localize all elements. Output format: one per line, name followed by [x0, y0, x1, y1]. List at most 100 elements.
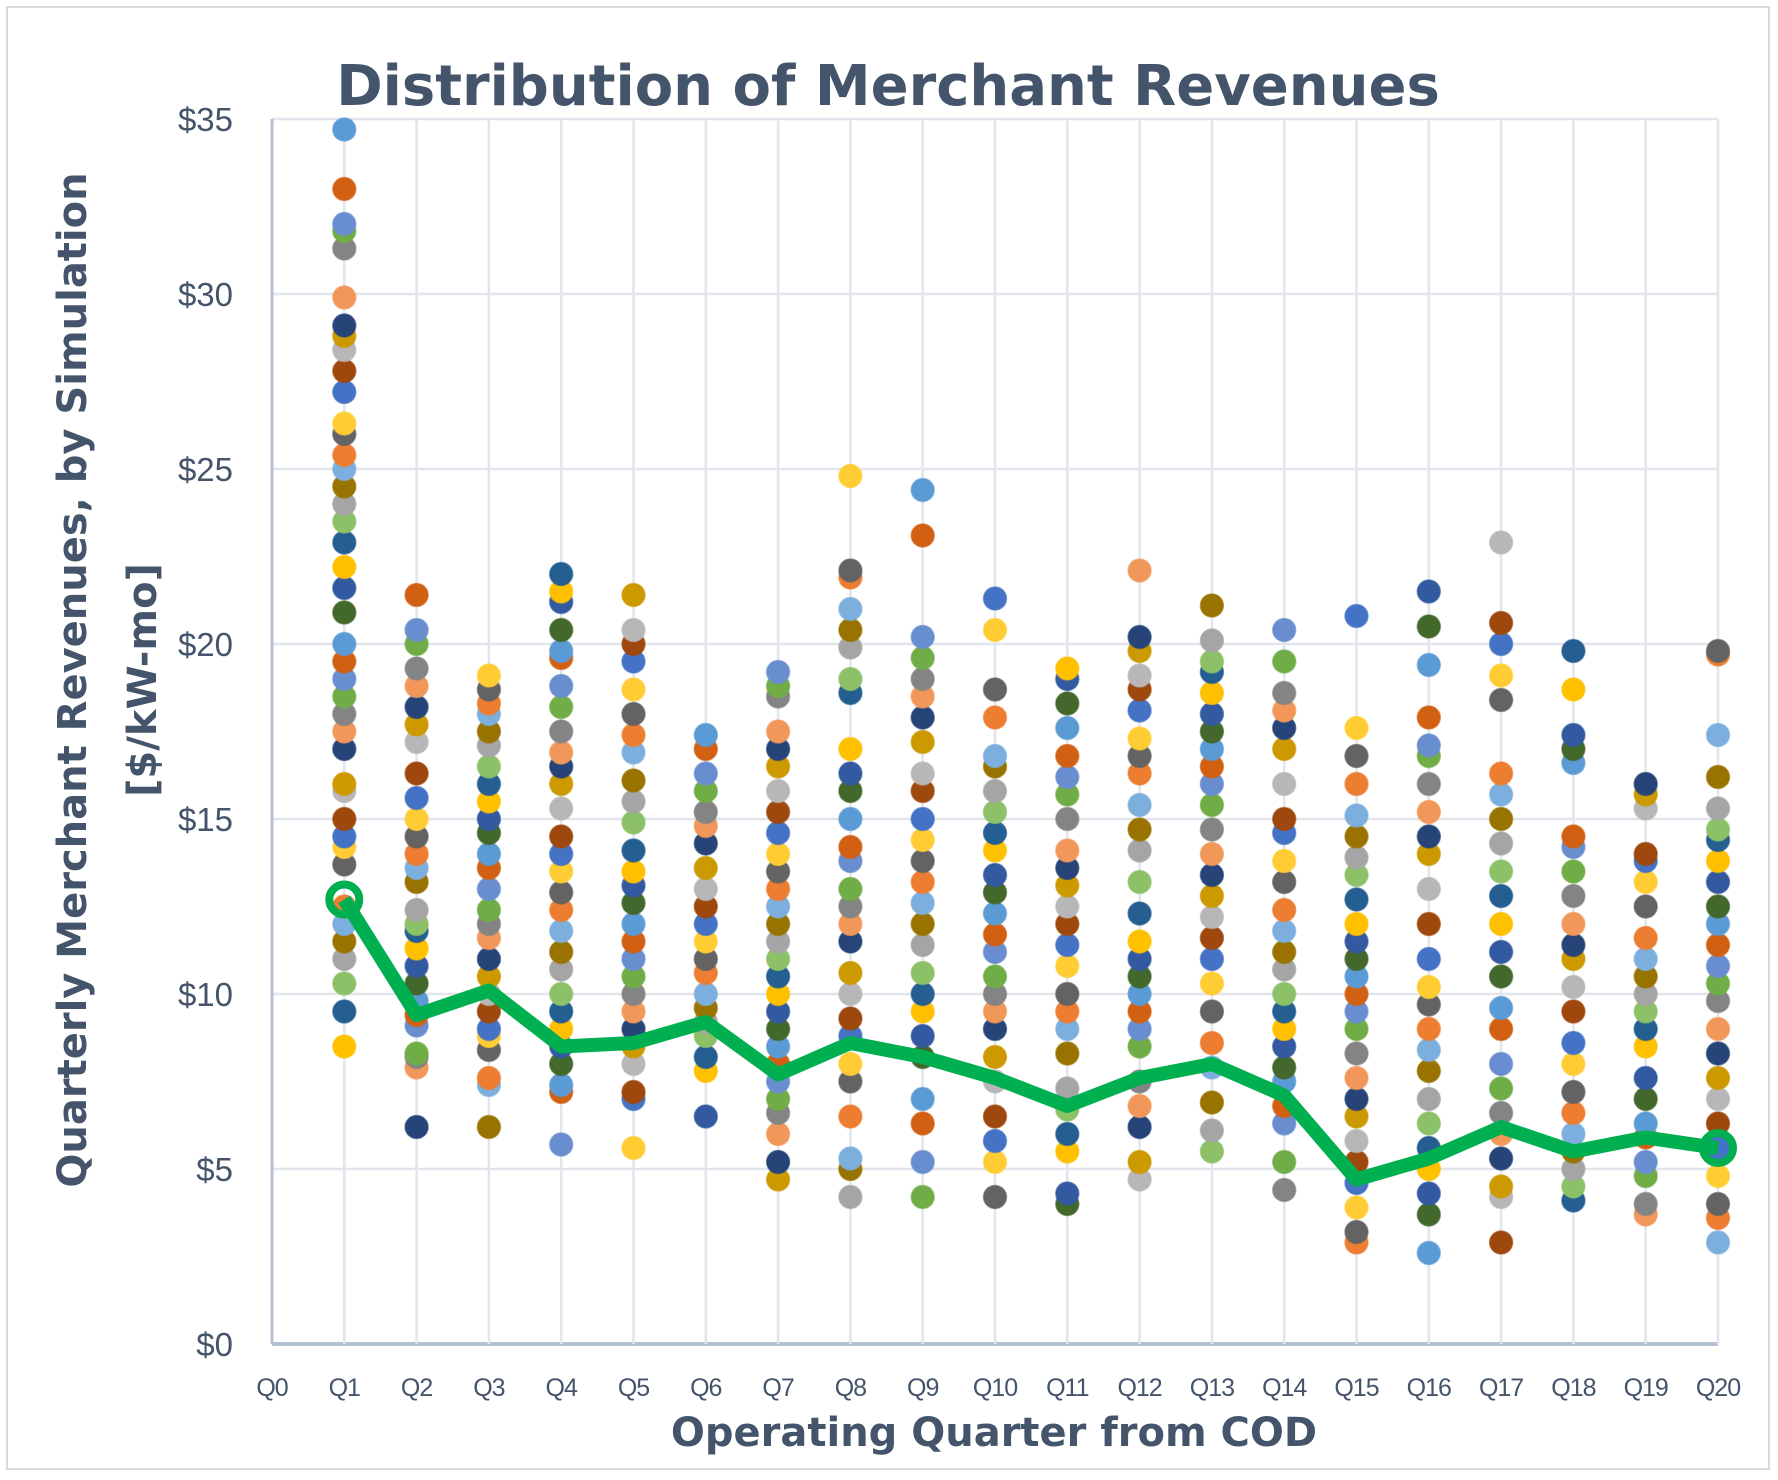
simulation-point	[1705, 722, 1731, 748]
simulation-point	[693, 1104, 719, 1129]
simulation-point	[548, 918, 574, 944]
simulation-point	[1199, 971, 1225, 996]
simulation-point	[910, 827, 935, 853]
simulation-point	[1561, 974, 1586, 1000]
line-endpoint-marker	[325, 880, 364, 919]
simulation-point	[1199, 817, 1225, 842]
simulation-point	[1344, 1065, 1369, 1091]
scatter-points	[332, 117, 1731, 1266]
simulation-point	[1271, 981, 1297, 1007]
simulation-point	[1199, 1090, 1225, 1115]
x-tick-label: Q12	[1117, 1374, 1161, 1402]
simulation-point	[982, 743, 1008, 769]
simulation-point	[1488, 1076, 1514, 1101]
x-tick-label: Q19	[1624, 1374, 1668, 1402]
x-tick-label: Q14	[1262, 1374, 1307, 1402]
simulation-point	[548, 740, 574, 765]
simulation-point	[476, 663, 502, 688]
simulation-point	[982, 1128, 1008, 1154]
simulation-point	[1633, 1191, 1658, 1217]
simulation-point	[1705, 1191, 1731, 1217]
x-tick-label: Q16	[1407, 1374, 1451, 1402]
simulation-point	[1271, 897, 1297, 923]
simulation-point	[1199, 999, 1225, 1024]
x-tick-label: Q15	[1334, 1374, 1378, 1402]
simulation-point	[1344, 1041, 1369, 1066]
simulation-point	[1199, 1139, 1225, 1164]
simulation-point	[1055, 806, 1080, 832]
simulation-point	[910, 1149, 935, 1175]
simulation-point	[1127, 817, 1152, 842]
simulation-point	[910, 869, 935, 895]
simulation-point	[1127, 929, 1152, 954]
simulation-point	[765, 1149, 791, 1175]
simulation-point	[1488, 1051, 1514, 1077]
simulation-point	[765, 1121, 791, 1147]
simulation-point	[1488, 631, 1514, 657]
x-tick-label: Q8	[835, 1374, 866, 1402]
simulation-point	[1416, 974, 1442, 1000]
simulation-point	[404, 656, 429, 681]
simulation-point	[332, 358, 357, 384]
simulation-point	[1488, 859, 1514, 884]
simulation-point	[621, 838, 646, 863]
simulation-point	[1488, 964, 1514, 989]
simulation-point	[1199, 1118, 1225, 1143]
simulation-point	[548, 939, 574, 965]
simulation-point	[1488, 782, 1514, 807]
y-tick-label: $25	[178, 451, 233, 488]
simulation-point	[765, 820, 791, 846]
simulation-point	[1416, 1058, 1442, 1084]
simulation-point	[1055, 764, 1080, 790]
simulation-point	[404, 1114, 429, 1140]
simulation-point	[1561, 883, 1586, 909]
simulation-point	[1127, 698, 1152, 723]
x-tick-label: Q4	[546, 1374, 578, 1402]
simulation-point	[1705, 1016, 1731, 1042]
simulation-point	[1705, 817, 1731, 842]
simulation-point	[765, 841, 791, 867]
simulation-point	[404, 694, 429, 720]
x-tick-label: Q17	[1479, 1374, 1523, 1402]
simulation-point	[1271, 617, 1297, 643]
simulation-point	[1199, 701, 1225, 727]
y-tick-labels: $0 $5 $10 $15 $20 $25 $30 $35	[178, 101, 233, 1363]
simulation-point	[332, 999, 357, 1024]
simulation-point	[621, 701, 646, 727]
simulation-point	[838, 960, 863, 986]
simulation-point	[1199, 680, 1225, 706]
simulation-point	[1705, 848, 1731, 874]
simulation-point	[548, 719, 574, 744]
simulation-point	[1271, 680, 1297, 706]
simulation-point	[982, 820, 1008, 846]
simulation-point	[1344, 715, 1369, 741]
simulation-point	[1416, 705, 1442, 730]
simulation-point	[621, 789, 646, 814]
simulation-point	[1344, 911, 1369, 937]
simulation-point	[548, 880, 574, 905]
simulation-point	[1416, 911, 1442, 937]
simulation-point	[1055, 932, 1080, 958]
average-line	[325, 880, 1737, 1187]
simulation-point	[1055, 1181, 1080, 1206]
simulation-point	[693, 855, 719, 881]
simulation-point	[1633, 894, 1658, 919]
x-tick-label: Q9	[907, 1374, 938, 1402]
simulation-point	[1633, 841, 1658, 867]
simulation-point	[476, 876, 502, 902]
simulation-point	[1416, 876, 1442, 902]
simulation-point	[1127, 1114, 1152, 1140]
simulation-point	[910, 806, 935, 832]
simulation-point	[982, 1184, 1008, 1210]
simulation-point	[982, 922, 1008, 947]
simulation-point	[1199, 904, 1225, 930]
simulation-point	[693, 981, 719, 1007]
y-axis-title-line2: [$/kW-mo]	[120, 563, 166, 797]
simulation-point	[838, 558, 863, 583]
y-tick-label: $0	[196, 1326, 233, 1363]
simulation-point	[838, 596, 863, 622]
simulation-point	[1488, 1146, 1514, 1171]
average-line-path	[338, 895, 1720, 1187]
simulation-point	[332, 211, 357, 237]
x-tick-label: Q0	[256, 1374, 287, 1402]
